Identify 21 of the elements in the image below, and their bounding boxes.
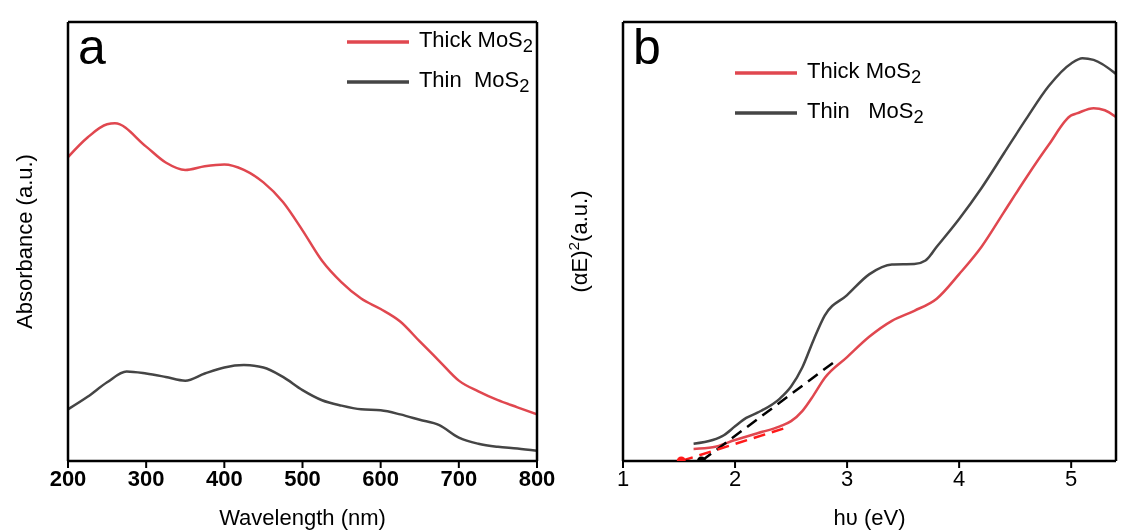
x-tick-label: 200 <box>49 465 87 491</box>
annotation: b <box>633 19 661 75</box>
x-tick-label: 2 <box>728 465 742 491</box>
text: a <box>78 19 106 75</box>
x-tick-label: 700 <box>440 465 478 491</box>
x-axis-title: Wavelength (nm) <box>219 505 386 530</box>
x-tick-label: 600 <box>362 465 400 491</box>
x-tick-label: 1 <box>616 465 630 491</box>
x-tick-label: 400 <box>205 465 243 491</box>
x-tick-label: 4 <box>953 465 966 491</box>
legend-label: Thick MoS$_{2}$ <box>807 57 922 89</box>
x-tick-label: 5 <box>1065 465 1078 491</box>
legend-label: Thin MoS$_{2}$ <box>807 97 924 129</box>
legend-label: Thin MoS$_{2}$ <box>418 66 530 98</box>
x-tick-label: 300 <box>127 465 165 491</box>
x-axis-title: hυ (eV) <box>833 505 906 530</box>
x-tick-label: 800 <box>518 465 556 491</box>
legend-label: Thick MoS$_{2}$ <box>418 26 533 58</box>
y-axis-title: Absorbance (a.u.) <box>12 154 37 329</box>
x-tick-label: 3 <box>840 465 854 491</box>
x-tick-label: 500 <box>284 465 321 491</box>
